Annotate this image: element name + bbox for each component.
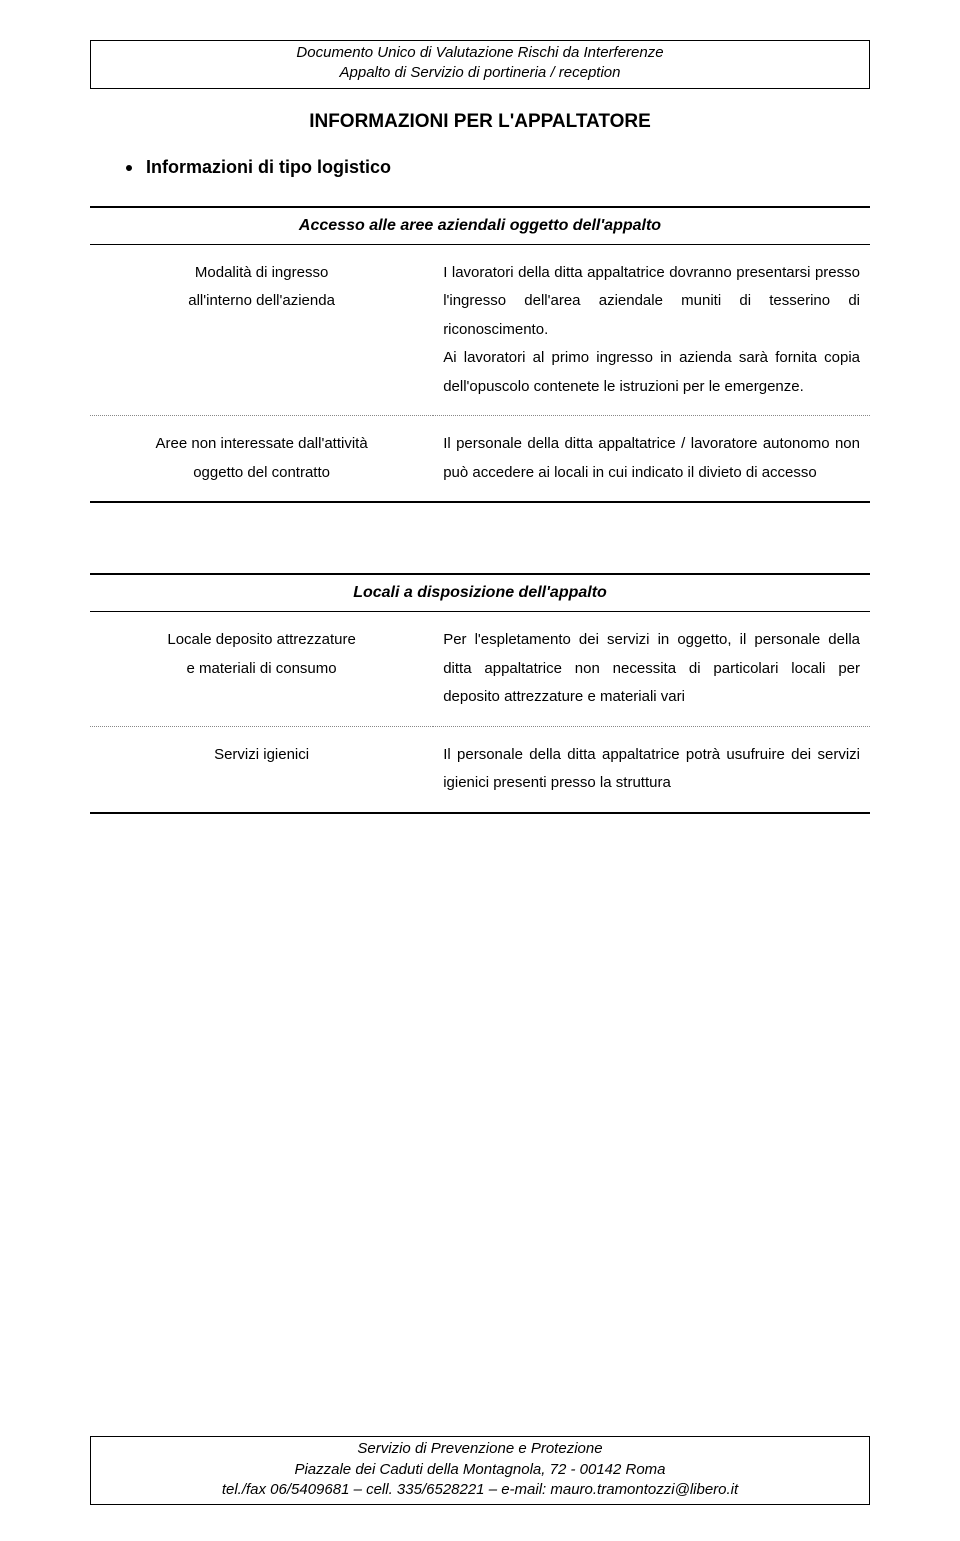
footer-line3: tel./fax 06/5409681 – cell. 335/6528221 … [91,1480,869,1500]
table-row: Aree non interessate dall'attività ogget… [90,416,870,503]
footer-box: Servizio di Prevenzione e Protezione Pia… [90,1436,870,1505]
row-label-line1: Servizi igienici [100,741,423,770]
footer-line1: Servizio di Prevenzione e Protezione [91,1439,869,1459]
bullet-section: Informazioni di tipo logistico [126,157,870,178]
page-title: INFORMAZIONI PER L'APPALTATORE [90,111,870,133]
row-content: Il personale della ditta appaltatrice / … [433,416,870,503]
locali-table: Locali a disposizione dell'appalto Local… [90,573,870,814]
row-content: Per l'espletamento dei servizi in oggett… [433,612,870,727]
row-content: Il personale della ditta appaltatrice po… [433,726,870,813]
row-label-line2: e materiali di consumo [100,655,423,684]
header-line2: Appalto di Servizio di portineria / rece… [91,63,869,83]
row-label: Locale deposito attrezzature e materiali… [90,612,433,727]
access-table-caption: Accesso alle aree aziendali oggetto dell… [90,207,870,245]
bullet-item: Informazioni di tipo logistico [126,157,870,178]
bullet-dot-icon [126,165,132,171]
row-label-line2: all'interno dell'azienda [100,287,423,316]
bullet-text: Informazioni di tipo logistico [146,157,391,178]
row-label-line2: oggetto del contratto [100,459,423,488]
access-table: Accesso alle aree aziendali oggetto dell… [90,206,870,504]
row-label-line1: Locale deposito attrezzature [100,626,423,655]
locali-table-caption: Locali a disposizione dell'appalto [90,574,870,612]
table-row: Locale deposito attrezzature e materiali… [90,612,870,727]
row-label-line1: Modalità di ingresso [100,259,423,288]
footer-line2: Piazzale dei Caduti della Montagnola, 72… [91,1460,869,1480]
header-box: Documento Unico di Valutazione Rischi da… [90,40,870,89]
row-label-line1: Aree non interessate dall'attività [100,430,423,459]
row-label: Servizi igienici [90,726,433,813]
row-content: I lavoratori della ditta appaltatrice do… [433,244,870,416]
table-row: Servizi igienici Il personale della ditt… [90,726,870,813]
row-label: Aree non interessate dall'attività ogget… [90,416,433,503]
header-line1: Documento Unico di Valutazione Rischi da… [91,43,869,63]
row-label: Modalità di ingresso all'interno dell'az… [90,244,433,416]
table-row: Modalità di ingresso all'interno dell'az… [90,244,870,416]
